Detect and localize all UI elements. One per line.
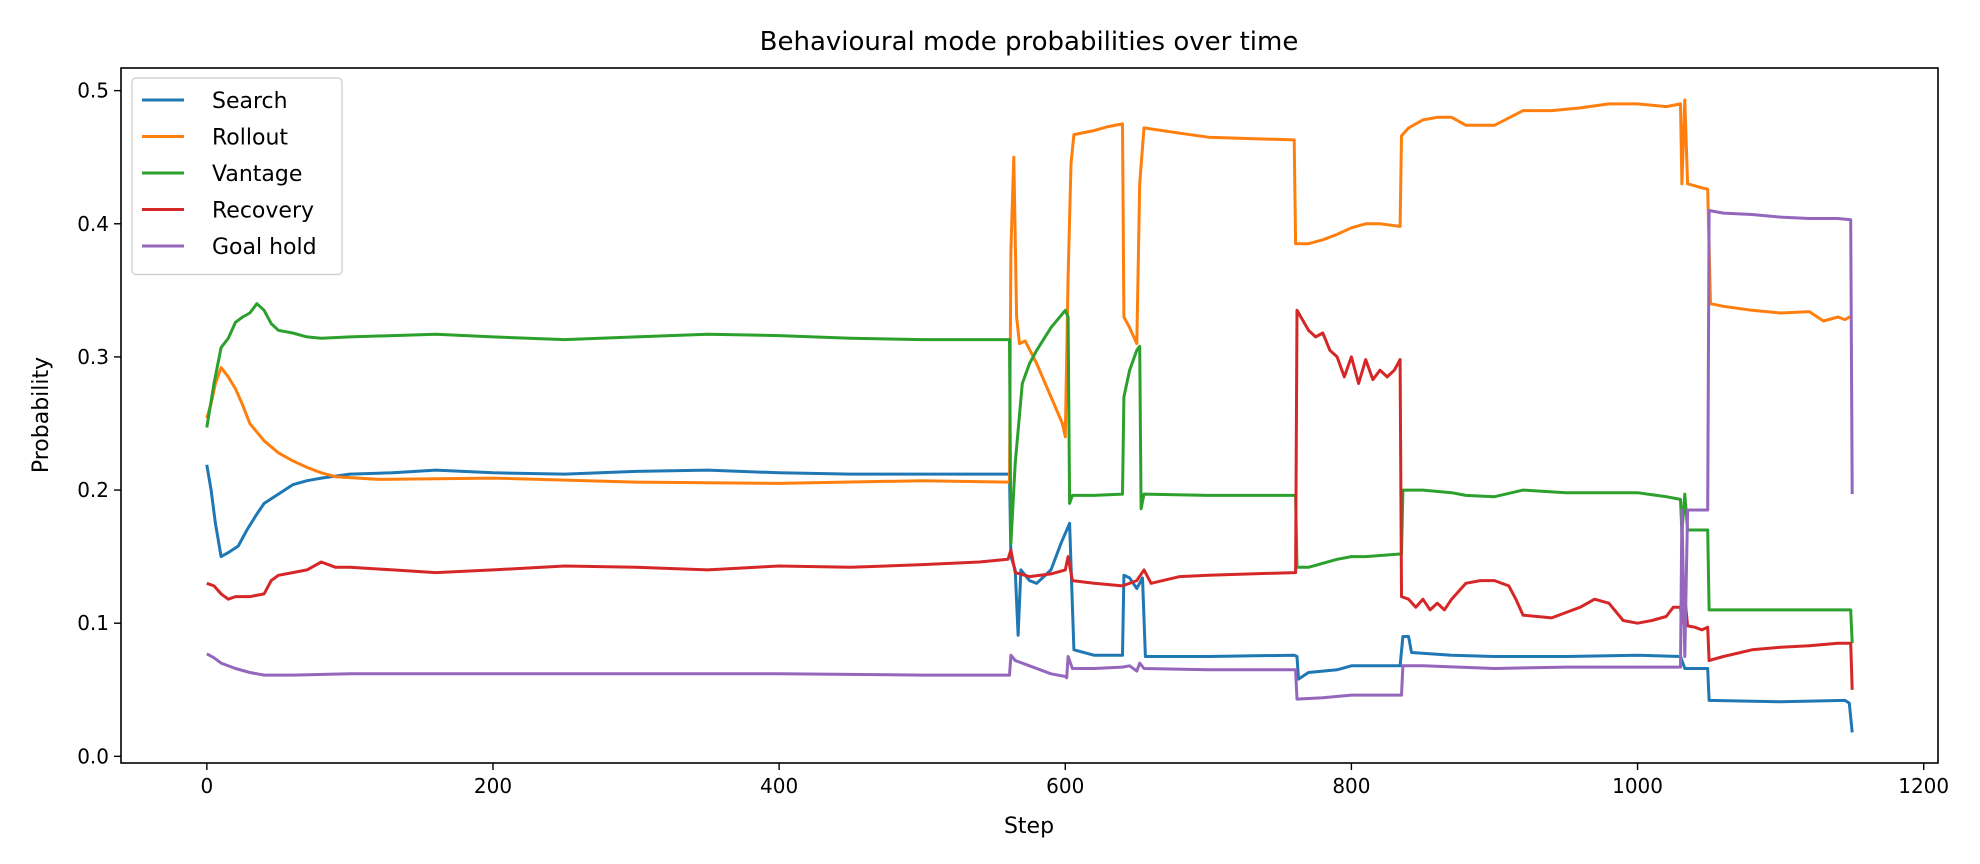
legend-label: Goal hold: [212, 235, 317, 260]
series-line-vantage: [205, 302, 1854, 644]
x-axis-label: Step: [1004, 814, 1054, 839]
legend-label: Rollout: [212, 126, 288, 151]
x-tick-label: 400: [760, 774, 798, 798]
series-line-recovery: [206, 308, 1854, 690]
y-tick-label: 0.0: [77, 744, 109, 768]
legend-label: Search: [212, 89, 288, 114]
legend-box: [131, 77, 343, 276]
x-tick-label: 1200: [1898, 774, 1949, 798]
y-tick-label: 0.3: [77, 345, 109, 369]
y-axis: 0.0 0.1 0.2 0.3 0.4 0.5: [77, 79, 121, 768]
y-tick-label: 0.4: [77, 212, 109, 236]
y-tick-label: 0.1: [77, 611, 109, 635]
series-line-rollout: [205, 98, 1853, 485]
x-axis: 0 200 400 600 800 1000 1200: [200, 763, 1949, 798]
x-tick-label: 0: [200, 774, 213, 798]
plot-lines: [205, 98, 1854, 733]
legend-label: Vantage: [212, 162, 302, 187]
series-line-search: [205, 464, 1854, 733]
y-tick-label: 0.5: [77, 79, 109, 103]
legend-label: Recovery: [212, 199, 314, 224]
x-tick-label: 1000: [1612, 774, 1663, 798]
plot-frame: [120, 67, 1939, 764]
series-line-goal-hold: [206, 209, 1854, 701]
chart-title: Behavioural mode probabilities over time: [760, 27, 1299, 57]
x-tick-label: 800: [1332, 774, 1370, 798]
y-axis-label: Probability: [29, 357, 54, 473]
y-tick-label: 0.2: [77, 478, 109, 502]
x-tick-label: 600: [1046, 774, 1084, 798]
x-tick-label: 200: [474, 774, 512, 798]
legend: Search Rollout Vantage Recovery Goal hold: [131, 77, 343, 276]
